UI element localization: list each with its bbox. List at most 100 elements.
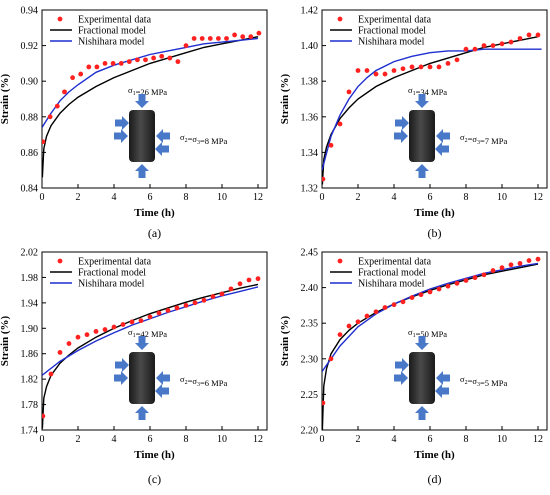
experimental-data-point [445,283,451,289]
y-tick-label: 1.94 [21,298,39,309]
experimental-data-point [138,318,144,324]
experimental-data-point [499,41,505,47]
experimental-data-point [355,68,361,73]
x-tick-label: 2 [356,434,361,445]
sigma3-arrow-left [114,129,128,143]
x-axis-title: Time (h) [414,449,455,461]
experimental-data-point [192,300,198,306]
experimental-data-point [256,30,262,36]
experimental-data-point [454,280,460,286]
legend-label-experimental: Experimental data [78,257,152,268]
experimental-data-point [526,258,532,263]
chart-panel-c: 0 2 4 6 8 10 12 1.74 1.78 1.82 1.86 1.90 1.94 1.98 2.0… [0,248,268,486]
panel-caption: (b) [428,226,442,240]
experimental-data-point [183,303,189,308]
y-tick-label: 0.92 [21,41,39,52]
fractional-model-line [42,36,259,178]
y-tick-label: 2.40 [301,283,319,294]
y-axis-title: Strain (%) [279,73,291,124]
experimental-data-point [70,75,75,81]
sigma-arrow-lower-right [435,142,449,156]
experimental-data-point [42,413,46,419]
y-tick-label: 2.25 [301,390,319,401]
experimental-data-point [472,275,478,281]
x-axis-title: Time (h) [414,207,455,219]
experimental-data-point [210,294,216,299]
x-tick-label: 6 [148,434,153,445]
experimental-data-point [373,71,379,77]
y-tick-label: 2.45 [301,248,319,259]
experimental-data-point [526,32,532,38]
legend-label-fractional: Fractional model [358,268,426,279]
experimental-data-point [346,89,352,95]
sigma-arrow-lower-right [435,384,449,398]
plot-frame [41,251,268,431]
experimental-data-point [517,36,523,41]
experimental-data-point [165,308,171,313]
y-tick-label: 1.42 [301,6,319,17]
sigma2-arrow-right [436,371,450,385]
experimental-data-point [175,59,181,65]
experimental-data-point [463,278,469,283]
experimental-data-point [337,121,343,127]
experimental-data-point [481,272,487,278]
plot-area [322,256,541,430]
rock-specimen [409,352,435,404]
x-axis-title: Time (h) [134,207,175,219]
experimental-data-point [328,356,334,362]
x-tick-label: 2 [356,192,361,203]
sigma3-arrow-left [114,371,128,385]
experimental-data-point [255,276,261,282]
experimental-data-point [143,57,148,63]
experimental-data-point [54,103,60,109]
experimental-data-point [66,341,72,346]
experimental-data-point [78,71,84,77]
x-tick-label: 0 [40,434,45,445]
x-tick-label: 6 [428,192,433,203]
experimental-data-point [508,262,514,268]
experimental-data-point [191,36,197,41]
plot-area [42,276,261,429]
sigma1-arrow-top [135,94,149,108]
legend-label-experimental: Experimental data [78,15,152,26]
experimental-data-point [228,286,234,292]
legend-marker-experimental [57,258,63,264]
experimental-data-point [75,334,81,340]
experimental-data-point [120,322,126,327]
plot-frame [321,251,548,431]
x-tick-label: 10 [217,192,227,203]
experimental-data-point [355,319,361,325]
y-tick-label: 2.30 [301,354,319,365]
panel-caption: (c) [148,472,161,486]
specimen-schematic: σ1=50 MPa σ2=σ3=5 MPa [394,327,507,420]
experimental-data-point [151,55,157,61]
sigma3-arrow-left [394,371,408,385]
x-tick-label: 8 [464,434,469,445]
experimental-data-point [508,39,514,45]
experimental-data-point [156,310,162,316]
chart-panel-b: 0 2 4 6 8 10 12 1.32 1.34 1.36 1.38 1.40 1.42 Time (h… [279,6,548,240]
experimental-data-point [481,43,487,48]
experimental-data-point [418,64,424,70]
sigma1-label: σ1=42 MPa [128,327,167,339]
sigma1-arrow-bottom [135,164,149,178]
experimental-data-point [102,61,108,66]
experimental-data-point [207,36,213,41]
y-tick-label: 1.36 [301,112,319,123]
sigma-arrow-upper-left [395,116,409,130]
sigma1-arrow-top [415,336,429,350]
experimental-data-point [427,289,433,295]
experimental-data-point [224,36,229,41]
experimental-data-point [94,64,100,70]
experimental-data-point [240,34,246,40]
x-tick-label: 0 [320,434,325,445]
experimental-data-point [490,43,496,48]
experimental-data-point [400,66,406,72]
experimental-data-point [62,89,67,95]
y-axis-title: Strain (%) [279,315,291,366]
legend-label-fractional: Fractional model [78,268,146,279]
experimental-data-point [337,332,343,337]
experimental-data-point [135,57,140,63]
y-tick-label: 2.02 [21,248,39,259]
x-tick-label: 6 [148,192,153,203]
